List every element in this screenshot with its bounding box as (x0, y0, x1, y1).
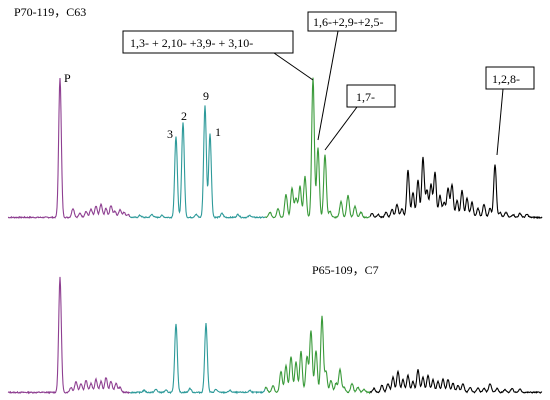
trace-label-top: P70-119，C63 (14, 5, 86, 19)
peak-label-1: 1 (215, 125, 221, 139)
trace-label-bottom: P65-109，C7 (312, 263, 379, 277)
annotation-text-4: 1,2,8- (492, 72, 520, 86)
trace-1-segment-3 (264, 77, 371, 219)
trace-2-segment-3 (264, 315, 371, 395)
trace-1-segment-4 (369, 156, 543, 220)
trace-1-segment-2 (129, 105, 266, 220)
trace-1-segment-1 (7, 77, 131, 219)
trace-2-segment-4 (369, 369, 543, 394)
annotation-text-1: 1,3- + 2,10- +3,9- + 3,10- (130, 36, 253, 50)
annotation-text-3: 1,7- (356, 90, 375, 104)
annotation-callout-2: 1,6-+2,9-+2,5- (307, 11, 397, 141)
peak-label-9: 9 (203, 89, 209, 103)
annotation-callout-1: 1,3- + 2,10- +3,9- + 3,10- (122, 30, 314, 81)
peak-label-2: 2 (181, 109, 187, 123)
peak-label-3: 3 (167, 127, 173, 141)
annotation-callout-3: 1,7- (324, 84, 396, 151)
annotation-text-2: 1,6-+2,9-+2,5- (313, 15, 384, 29)
peak-label-p: P (64, 71, 71, 85)
trace-2-segment-2 (130, 323, 266, 395)
chromatogram-traces (7, 77, 543, 395)
annotation-callout-4: 1,2,8- (485, 66, 535, 156)
trace-2-segment-1 (7, 276, 131, 395)
